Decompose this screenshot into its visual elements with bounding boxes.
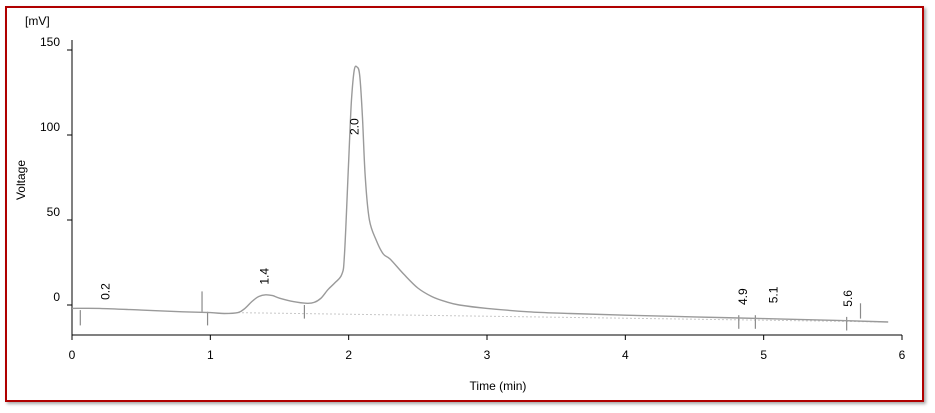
- x-tick-label: 2: [345, 348, 352, 362]
- y-tick-label: 100: [40, 120, 60, 134]
- signal-line: [71, 65, 889, 323]
- x-tick-label: 4: [622, 348, 629, 362]
- tick-labels: 0 1 2 3 4 5 6 0 50 100 150: [40, 35, 906, 362]
- y-axis-unit: [mV]: [25, 14, 50, 28]
- peak-label: 4.9: [736, 288, 750, 305]
- peak-label: 2.0: [347, 118, 361, 135]
- y-tick-label: 150: [40, 35, 60, 49]
- ticks: [67, 49, 903, 340]
- x-tick-label: 6: [899, 348, 906, 362]
- peak-label: 1.4: [257, 268, 271, 285]
- x-tick-label: 0: [69, 348, 76, 362]
- peak-label: 5.1: [767, 286, 781, 303]
- y-tick-label: 0: [53, 290, 60, 304]
- chart-frame: [5, 6, 924, 402]
- x-axis-label: Time (min): [470, 379, 527, 393]
- baseline-line: [237, 312, 889, 323]
- peak-annotations: 0.2 1.4 2.0 4.9 5.1 5.6: [98, 118, 855, 307]
- peak-label: 5.6: [841, 290, 855, 307]
- x-tick-label: 1: [207, 348, 214, 362]
- x-tick-label: 5: [760, 348, 767, 362]
- peak-label: 0.2: [98, 283, 112, 300]
- x-tick-label: 3: [484, 348, 491, 362]
- y-axis-label: Voltage: [14, 160, 28, 200]
- y-tick-label: 50: [47, 205, 61, 219]
